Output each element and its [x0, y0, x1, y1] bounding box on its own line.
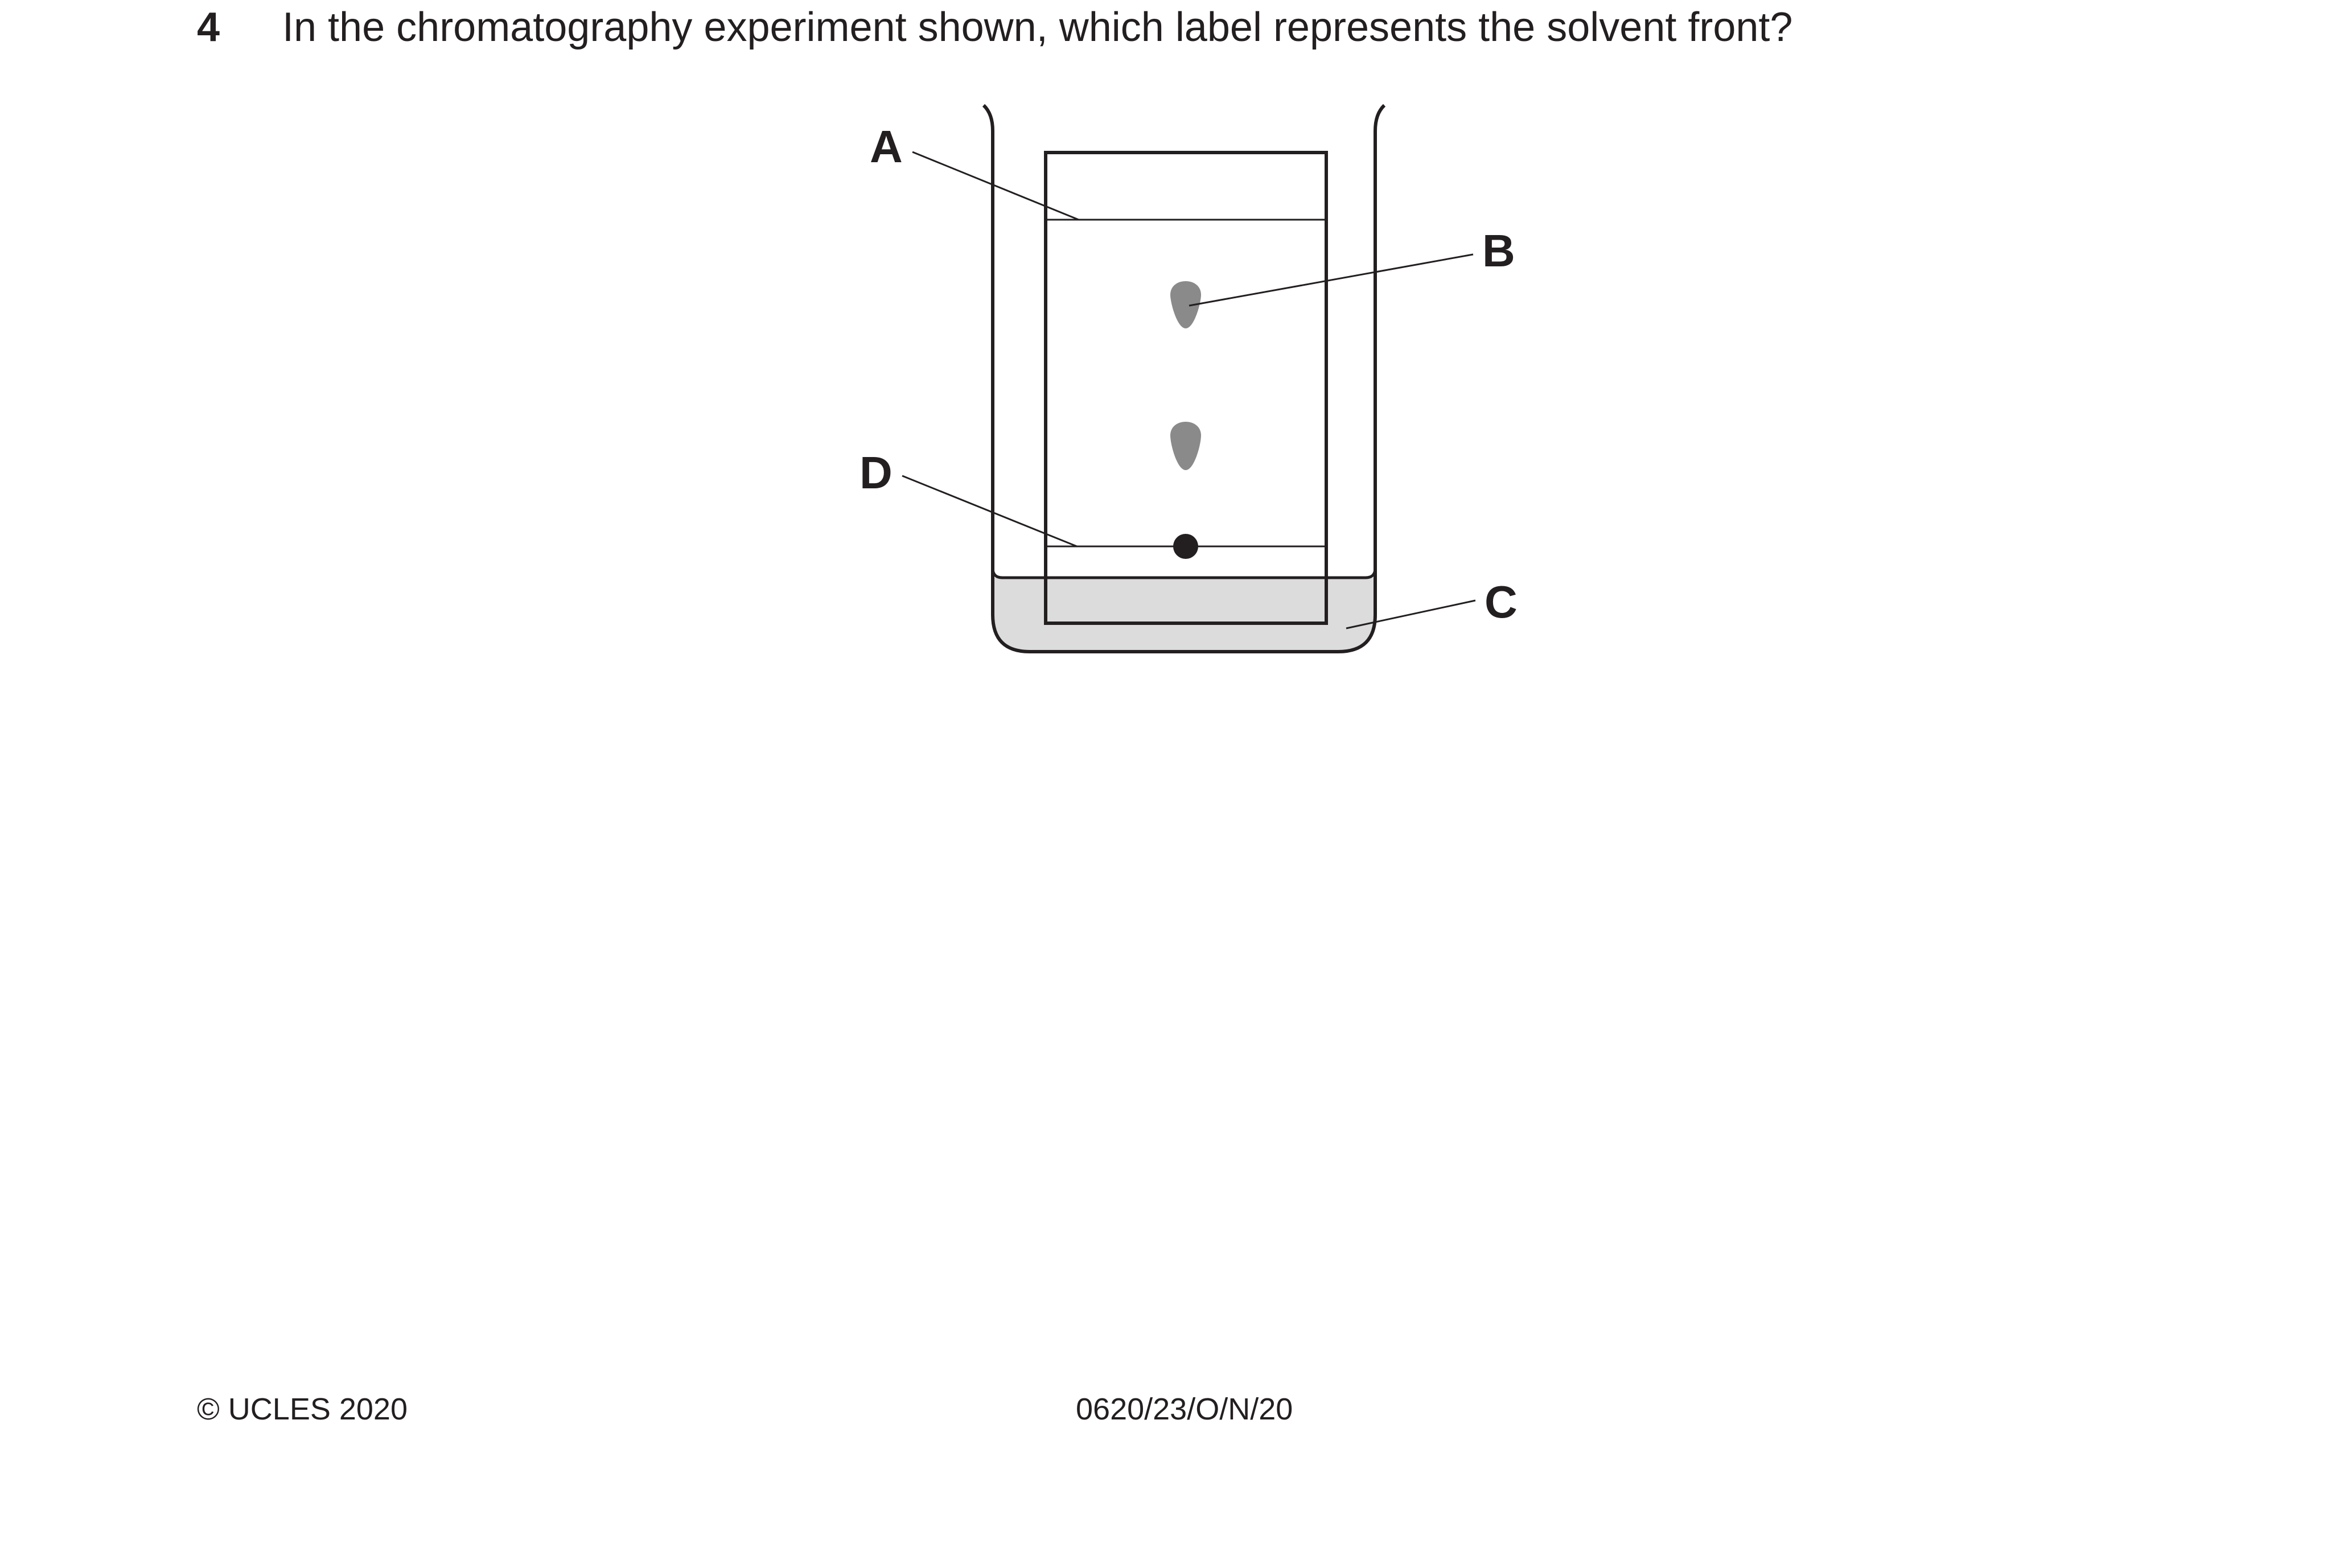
solvent: [993, 578, 1375, 652]
footer-paper-code: 0620/23/O/N/20: [1076, 1392, 1293, 1426]
question: 4 In the chromatography experiment shown,…: [197, 3, 1792, 52]
label-b-leader: [1189, 253, 1474, 307]
origin-spot: [1173, 534, 1198, 559]
label-a: A: [870, 121, 903, 172]
footer-copyright: © UCLES 2020: [197, 1392, 408, 1426]
question-number: 4: [197, 5, 220, 50]
label-c-leader: [1346, 599, 1476, 629]
chromatography-paper: [1044, 151, 1328, 625]
beaker: [982, 104, 1386, 653]
lower-spot: [1170, 422, 1201, 470]
label-c: C: [1485, 577, 1518, 627]
solvent-surface-line: [991, 567, 1377, 579]
label-d-leader: [902, 475, 1078, 548]
question-text: In the chromatography experiment shown, …: [282, 5, 1793, 50]
label-d: D: [860, 447, 893, 498]
label-b: B: [1482, 225, 1515, 276]
upper-spot: [1170, 281, 1201, 328]
label-a-leader: [912, 151, 1079, 221]
